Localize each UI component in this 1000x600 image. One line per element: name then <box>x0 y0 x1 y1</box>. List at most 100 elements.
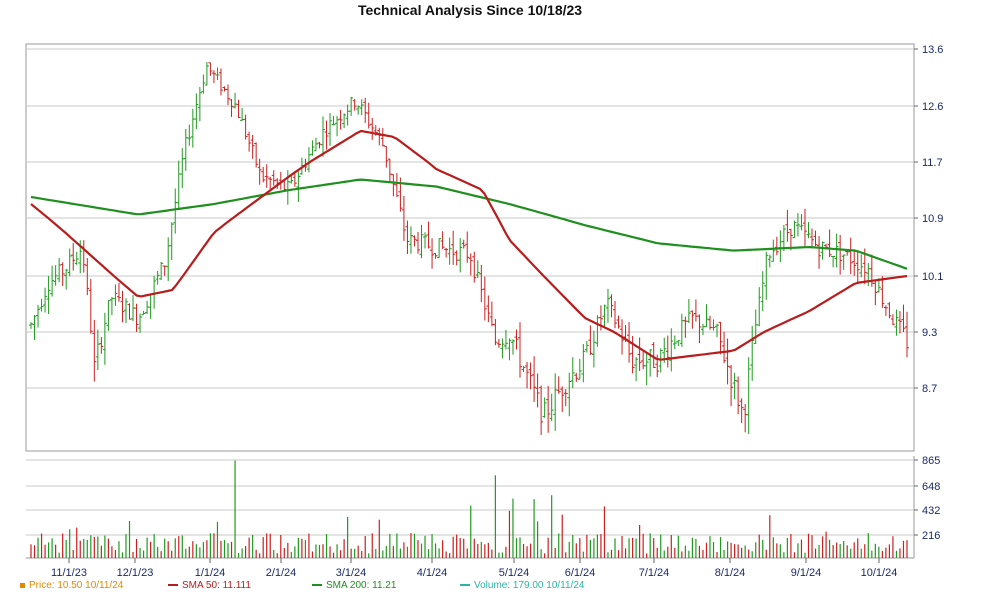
price-bar <box>423 232 428 249</box>
price-tick-label: 12.6 <box>922 101 943 113</box>
price-bar <box>46 275 51 315</box>
x-tick-label: 12/1/23 <box>117 567 154 579</box>
price-bar <box>60 262 65 286</box>
price-bar <box>176 160 181 210</box>
price-bar <box>897 311 902 334</box>
price-bar <box>535 373 540 408</box>
price-bar <box>605 288 610 323</box>
price-bar <box>211 70 216 84</box>
price-bar <box>116 282 121 302</box>
price-bar <box>616 315 621 329</box>
price-bar <box>109 296 114 316</box>
price-bar <box>848 237 853 275</box>
price-bar <box>384 145 389 168</box>
price-bar <box>29 322 33 329</box>
price-bar <box>651 342 656 369</box>
price-bar <box>764 251 769 300</box>
price-bar <box>630 336 635 374</box>
price-bar <box>549 393 554 422</box>
axis-layer: 13.6 12.6 11.7 10.9 10.1 9.3 8.7 865 648 432 216 11… <box>51 44 943 579</box>
price-tick-label: 10.1 <box>922 271 943 283</box>
price-bar <box>292 173 297 187</box>
price-bar <box>461 239 466 249</box>
price-bar <box>602 304 607 328</box>
sma200-layer <box>30 178 908 270</box>
price-bar <box>64 268 69 290</box>
price-bar <box>468 253 473 276</box>
price-bar <box>106 300 111 331</box>
price-bar <box>595 315 600 347</box>
price-bar <box>588 325 593 355</box>
price-bar <box>95 329 100 371</box>
price-bar <box>321 116 325 157</box>
price-bar <box>514 329 519 350</box>
price-bar <box>711 319 716 331</box>
price-bar <box>173 188 178 234</box>
chart-legend: Price: 10.50 10/11/24 SMA 50: 11.111 SMA… <box>0 580 1000 596</box>
price-bar <box>806 222 811 239</box>
price-bar <box>306 147 311 173</box>
volume-swatch-icon <box>460 584 470 587</box>
x-tick-label: 9/1/24 <box>791 567 822 579</box>
price-bar <box>746 357 751 435</box>
price-bar <box>813 230 818 247</box>
price-bar <box>810 228 815 249</box>
price-bar <box>704 304 709 328</box>
price-bar <box>85 258 90 296</box>
volume-layer <box>30 460 908 558</box>
price-bar <box>229 99 234 117</box>
price-tick-label: 8.7 <box>922 383 937 395</box>
price-bar <box>560 386 565 412</box>
price-bar <box>233 92 238 109</box>
price-bar <box>32 315 37 340</box>
price-bar <box>67 248 72 277</box>
price-bar <box>74 251 79 265</box>
price-bar <box>686 298 691 324</box>
price-bar <box>247 131 252 152</box>
volume-tick-label: 865 <box>922 455 940 467</box>
price-bar <box>377 127 382 146</box>
price-bar <box>894 309 899 336</box>
price-bar <box>138 313 143 333</box>
price-bar <box>102 312 107 365</box>
price-bar <box>215 67 220 81</box>
price-bar <box>99 336 104 354</box>
price-bar <box>609 294 614 318</box>
price-bar <box>296 171 301 202</box>
price-bar <box>236 99 241 119</box>
legend-volume-label: Volume: 179.00 10/11/24 <box>474 580 585 591</box>
price-bar <box>577 358 582 380</box>
price-bar <box>644 352 649 386</box>
price-bar <box>454 250 459 266</box>
price-bar <box>370 117 375 140</box>
price-bar <box>187 124 192 146</box>
price-bar <box>567 372 572 417</box>
price-bar <box>496 338 501 348</box>
price-bar <box>257 158 262 185</box>
price-bar <box>36 304 41 328</box>
price-bar <box>366 102 371 129</box>
price-bar <box>190 108 195 148</box>
price-bar <box>394 173 399 198</box>
price-bar <box>342 113 347 129</box>
price-bar <box>405 220 410 255</box>
price-bar <box>243 114 248 140</box>
price-bar <box>447 237 452 265</box>
price-bar <box>310 140 315 156</box>
price-bar <box>866 262 871 287</box>
price-bar <box>532 356 537 402</box>
price-bar <box>637 337 642 371</box>
price-bar <box>722 331 727 364</box>
price-bar <box>458 238 463 273</box>
price-bar <box>669 328 674 372</box>
price-bar <box>433 252 438 259</box>
price-bar <box>556 376 561 394</box>
price-bar <box>781 225 786 252</box>
price-bar <box>472 251 477 283</box>
price-bar <box>591 330 596 368</box>
price-bar <box>324 120 329 150</box>
price-bar <box>240 107 245 121</box>
price-bar <box>43 287 48 313</box>
price-bar <box>729 365 734 407</box>
